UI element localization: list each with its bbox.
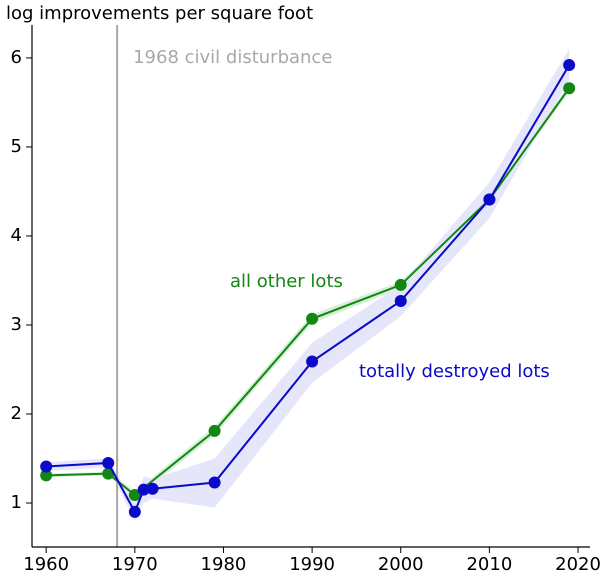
data-point [394,278,407,291]
data-point [394,294,407,307]
data-point [40,460,53,473]
data-point [563,59,576,72]
data-point [208,476,221,489]
x-tick-label: 1960 [23,554,69,575]
event-label: 1968 civil disturbance [133,47,332,68]
y-tick-label: 5 [11,136,22,157]
data-point [137,483,150,496]
x-tick-label: 1980 [201,554,247,575]
data-point [208,424,221,437]
data-point [563,82,576,95]
data-point [483,193,496,206]
x-tick-label: 2010 [466,554,512,575]
data-point [102,467,115,480]
series-line [46,64,571,515]
y-tick-label: 1 [11,492,22,513]
y-tick-label: 6 [11,47,22,68]
y-tick-label: 2 [11,403,22,424]
data-point [306,355,319,368]
data-point [128,505,141,518]
series-label: all other lots [230,271,343,292]
data-point [40,469,53,482]
data-point [146,482,159,495]
x-tick-label: 1990 [289,554,335,575]
data-point [102,456,115,469]
x-tick-label: 2020 [555,554,601,575]
series-label: totally destroyed lots [359,361,550,382]
data-point [306,312,319,325]
chart-title: log improvements per square foot [6,3,313,24]
y-tick-label: 4 [11,225,22,246]
x-tick-label: 1970 [112,554,158,575]
y-tick-label: 3 [11,314,22,335]
data-point [128,489,141,502]
x-tick-label: 2000 [378,554,424,575]
